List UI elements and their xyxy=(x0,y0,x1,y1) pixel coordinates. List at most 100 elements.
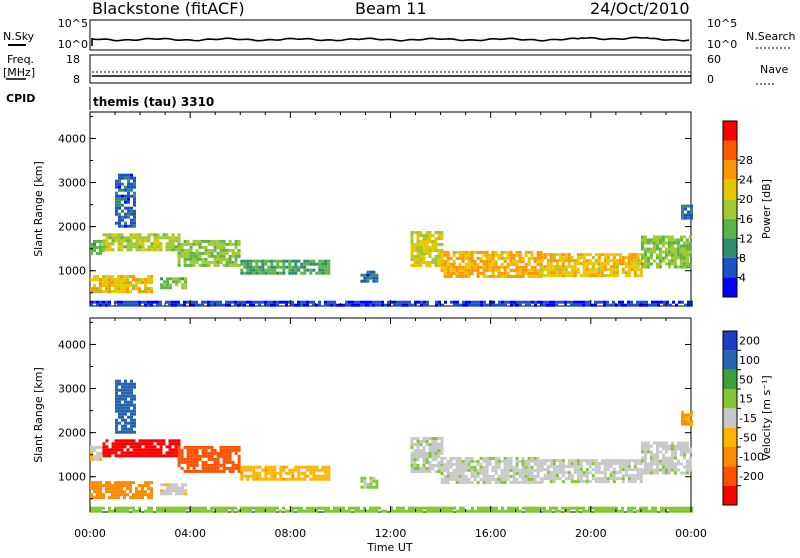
power-cell xyxy=(108,242,112,246)
power-cell xyxy=(426,303,429,307)
velocity-cell xyxy=(640,459,644,463)
power-cell xyxy=(124,176,127,180)
power-cell xyxy=(655,241,659,245)
velocity-cell xyxy=(258,506,261,510)
power-cell xyxy=(168,248,172,252)
power-cell xyxy=(183,260,187,264)
power-cell xyxy=(127,179,130,183)
velocity-cell xyxy=(213,506,216,510)
velocity-cell xyxy=(673,456,677,460)
power-cell xyxy=(255,265,259,269)
power-cell xyxy=(506,271,510,275)
power-cell xyxy=(543,303,546,307)
power-cell xyxy=(652,259,656,263)
velocity-cell xyxy=(222,460,226,464)
power-cell xyxy=(443,253,447,257)
velocity-cell xyxy=(597,471,601,475)
velocity-cell xyxy=(618,471,622,475)
velocity-cell xyxy=(658,459,662,463)
power-cell xyxy=(546,259,550,263)
power-cell xyxy=(624,262,628,266)
velocity-cell xyxy=(228,448,232,452)
velocity-cell xyxy=(363,482,367,486)
power-cell xyxy=(464,250,468,254)
velocity-cell xyxy=(147,487,150,491)
velocity-colorbar-swatch xyxy=(723,447,737,467)
velocity-cell xyxy=(163,483,167,487)
power-cell xyxy=(150,303,153,307)
velocity-cell xyxy=(410,470,414,473)
power-cell xyxy=(303,271,307,275)
power-cell xyxy=(425,240,429,243)
power-cell xyxy=(434,246,438,249)
velocity-cell xyxy=(512,468,516,472)
velocity-cell xyxy=(518,480,522,484)
velocity-cell xyxy=(688,447,692,451)
power-cell xyxy=(546,262,550,266)
power-cell xyxy=(612,256,616,260)
power-cell xyxy=(416,231,420,234)
power-cell xyxy=(166,280,170,284)
power-cell xyxy=(503,268,507,272)
velocity-cell xyxy=(166,489,170,493)
velocity-cell xyxy=(655,471,659,475)
velocity-cell xyxy=(216,466,220,470)
power-cell xyxy=(216,254,220,258)
velocity-cell xyxy=(186,460,190,464)
power-cell xyxy=(636,265,640,269)
time-axis: 00:00 04:00 08:00 12:00 16:00 20:00 00:00 xyxy=(74,527,707,540)
velocity-cell xyxy=(96,487,99,491)
velocity-cell xyxy=(428,455,432,458)
velocity-cell xyxy=(169,486,173,490)
velocity-cell xyxy=(150,448,154,452)
velocity-cell xyxy=(130,388,133,392)
velocity-cell xyxy=(138,448,142,452)
velocity-cell xyxy=(627,474,631,478)
velocity-cell xyxy=(114,496,117,500)
velocity-cell xyxy=(363,485,367,489)
power-cell xyxy=(564,265,568,269)
power-cell xyxy=(506,253,510,257)
velocity-cell xyxy=(180,457,184,461)
power-cell xyxy=(126,242,130,246)
power-cell xyxy=(369,276,373,280)
power-cell xyxy=(561,256,565,260)
velocity-cell xyxy=(225,466,229,470)
power-cell xyxy=(640,238,644,242)
power-cell xyxy=(171,233,175,237)
velocity-cell xyxy=(105,487,108,491)
velocity-cell xyxy=(558,465,562,469)
power-cell xyxy=(366,303,369,307)
power-cell xyxy=(129,233,133,237)
power-cell xyxy=(570,256,574,260)
power-cell xyxy=(413,258,417,261)
velocity-cell xyxy=(130,421,133,425)
power-cell xyxy=(121,188,124,192)
velocity-cell xyxy=(461,474,465,478)
power-cell xyxy=(186,248,190,252)
velocity-cell xyxy=(108,454,112,458)
power-cell xyxy=(118,182,121,186)
nsearch-label: N.Search xyxy=(746,30,796,43)
power-cell xyxy=(630,259,634,263)
power-cell xyxy=(673,262,677,266)
power-cell xyxy=(615,265,619,269)
velocity-cell xyxy=(147,442,151,446)
power-cell xyxy=(177,254,181,258)
power-cell xyxy=(564,253,568,257)
power-cell xyxy=(216,263,220,267)
velocity-cell xyxy=(189,457,193,461)
velocity-cell xyxy=(124,421,127,425)
velocity-cell xyxy=(124,388,127,392)
velocity-cell xyxy=(324,509,327,513)
velocity-cell xyxy=(99,490,102,494)
power-cell xyxy=(114,233,118,237)
velocity-cell xyxy=(410,464,414,467)
velocity-cell xyxy=(132,451,136,455)
velocity-cell xyxy=(273,465,277,469)
velocity-cell xyxy=(512,471,516,475)
velocity-cell xyxy=(434,464,438,467)
power-cell xyxy=(279,271,283,275)
power-cell xyxy=(582,271,586,275)
power-cell xyxy=(646,256,650,260)
